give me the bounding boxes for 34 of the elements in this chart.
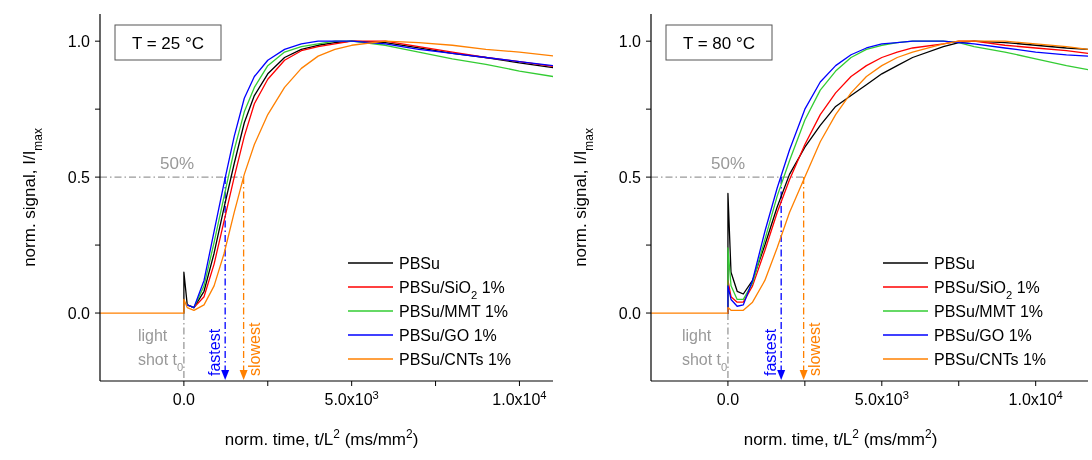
legend-label: PBSu/MMT 1% xyxy=(399,303,509,320)
ref-line-label: slowest xyxy=(245,322,263,376)
legend-label: PBSu/MMT 1% xyxy=(934,303,1044,320)
y-tick-label: 0.5 xyxy=(67,169,91,187)
legend-label: PBSu/GO 1% xyxy=(399,327,497,344)
x-axis-title: norm. time, t/L$^{2}$ (ms/mm$^{2}$) xyxy=(743,427,938,449)
legend-label: PBSu/CNTs 1% xyxy=(399,351,512,368)
y-tick-label: 1.0 xyxy=(618,33,642,51)
ref-line-label: fastest xyxy=(762,328,780,376)
ref-line-label: light shot t$_{0}$ xyxy=(681,327,728,373)
legend-label: PBSu xyxy=(934,255,975,272)
legend-label: PBSu/CNTs 1% xyxy=(934,351,1047,368)
y-tick-label: 1.0 xyxy=(67,33,91,51)
x-tick-label: 5.0x10$^{3}$ xyxy=(854,389,909,408)
x-tick-label: 1.0x10$^{4}$ xyxy=(1008,389,1063,408)
ref-line-label: light shot t$_{0}$ xyxy=(137,327,184,373)
ref-line-label: 50% xyxy=(711,154,746,174)
y-tick-label: 0.5 xyxy=(618,169,642,187)
y-tick-label: 0.0 xyxy=(67,305,91,323)
legend-label: PBSu xyxy=(399,255,440,272)
legend-label: PBSu/SiO$_{2}$ 1% xyxy=(399,279,505,301)
ref-line-label: 50% xyxy=(160,154,195,174)
x-tick-label: 0.0 xyxy=(716,391,740,408)
ref-line-label: slowest xyxy=(805,322,823,376)
legend-label: PBSu/SiO$_{2}$ 1% xyxy=(934,279,1040,301)
x-axis-title: norm. time, t/L$^{2}$ (ms/mm$^{2}$) xyxy=(224,427,419,449)
annotation: T = 25 °C xyxy=(131,34,205,53)
x-tick-label: 1.0x10$^{4}$ xyxy=(492,389,547,408)
x-tick-label: 5.0x10$^{3}$ xyxy=(324,389,379,408)
annotation: T = 80 °C xyxy=(682,34,756,53)
ref-line-label: fastest xyxy=(206,328,224,376)
y-tick-label: 0.0 xyxy=(618,305,642,323)
legend-label: PBSu/GO 1% xyxy=(934,327,1032,344)
x-tick-label: 0.0 xyxy=(172,391,196,408)
